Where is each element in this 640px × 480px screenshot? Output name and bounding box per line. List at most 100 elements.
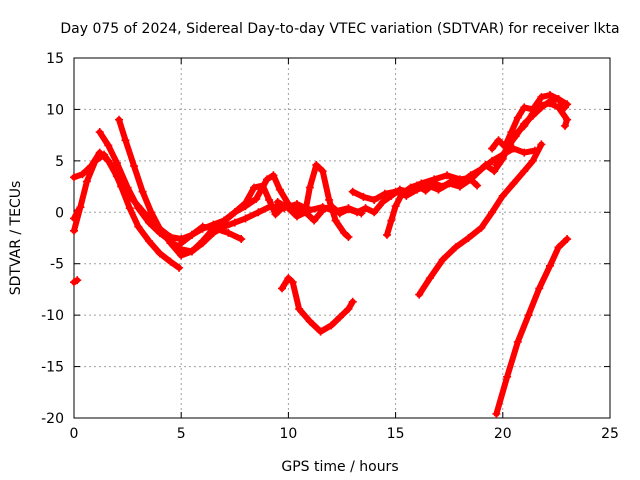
series-sat-l bbox=[70, 206, 83, 223]
data-point bbox=[115, 115, 124, 124]
x-tick-label: 5 bbox=[177, 426, 186, 442]
data-point bbox=[488, 156, 497, 165]
data-point bbox=[177, 239, 186, 248]
data-point bbox=[344, 232, 353, 241]
data-point bbox=[250, 183, 259, 192]
data-point bbox=[198, 224, 207, 233]
data-point bbox=[563, 100, 572, 109]
series-line bbox=[116, 116, 296, 259]
data-point bbox=[498, 150, 507, 159]
data-point bbox=[292, 212, 301, 221]
data-point bbox=[455, 175, 464, 184]
axis-ticks: 0 5 10 15 20 25 15 10 5 0 -5 -10 -15 -20 bbox=[41, 51, 619, 442]
data-point bbox=[145, 237, 154, 246]
data-point bbox=[73, 276, 82, 285]
data-point bbox=[166, 239, 175, 248]
data-point bbox=[415, 290, 424, 299]
data-point bbox=[554, 243, 563, 252]
series-sat-m bbox=[277, 274, 357, 336]
data-point bbox=[123, 183, 132, 192]
data-point bbox=[288, 278, 297, 287]
y-tick-label: -15 bbox=[41, 360, 64, 376]
data-point bbox=[417, 179, 426, 188]
data-point bbox=[494, 136, 503, 145]
data-point bbox=[327, 321, 336, 330]
data-point bbox=[507, 128, 516, 137]
series-sat-n bbox=[415, 140, 546, 299]
data-point bbox=[318, 167, 327, 176]
data-point bbox=[318, 206, 327, 215]
data-point bbox=[254, 208, 263, 217]
data-point bbox=[473, 181, 482, 190]
data-point bbox=[70, 226, 78, 235]
data-point bbox=[503, 372, 512, 381]
data-point bbox=[305, 317, 314, 326]
data-point bbox=[166, 257, 175, 266]
data-point bbox=[325, 195, 334, 204]
data-point bbox=[513, 113, 522, 122]
data-point bbox=[187, 247, 196, 256]
data-point bbox=[545, 261, 554, 270]
y-tick-label: 5 bbox=[55, 154, 64, 170]
data-point bbox=[284, 204, 293, 213]
chart-title: Day 075 of 2024, Sidereal Day-to-day VTE… bbox=[60, 21, 619, 37]
data-point bbox=[112, 158, 121, 167]
data-traces bbox=[70, 91, 572, 418]
data-point bbox=[95, 128, 104, 137]
data-point bbox=[481, 160, 490, 169]
data-point bbox=[387, 216, 396, 225]
series-line bbox=[416, 141, 545, 298]
data-point bbox=[155, 224, 164, 233]
data-point bbox=[265, 195, 274, 204]
data-point bbox=[434, 185, 443, 194]
data-point bbox=[348, 297, 357, 306]
x-tick-label: 0 bbox=[70, 426, 79, 442]
series-sat-h bbox=[383, 95, 569, 239]
data-point bbox=[145, 218, 154, 227]
data-point bbox=[104, 141, 113, 150]
data-point bbox=[262, 175, 271, 184]
series-sat-e bbox=[177, 160, 353, 248]
data-point bbox=[464, 234, 473, 242]
series-sat-o bbox=[492, 235, 572, 418]
data-point bbox=[391, 187, 400, 196]
data-point bbox=[277, 284, 286, 293]
data-point bbox=[451, 243, 460, 252]
data-point bbox=[430, 175, 439, 184]
data-point bbox=[316, 327, 325, 336]
plot-frame bbox=[73, 57, 611, 419]
data-point bbox=[378, 198, 387, 206]
data-point bbox=[237, 235, 246, 244]
data-point bbox=[295, 304, 304, 313]
data-point bbox=[520, 121, 529, 130]
data-point bbox=[310, 216, 319, 225]
data-point bbox=[224, 228, 233, 237]
data-point bbox=[445, 179, 454, 188]
x-axis-label: GPS time / hours bbox=[281, 459, 398, 475]
data-point bbox=[147, 208, 156, 217]
data-point bbox=[488, 208, 497, 217]
data-point bbox=[361, 204, 370, 213]
data-point bbox=[230, 218, 239, 227]
data-point bbox=[545, 91, 554, 100]
y-tick-label: -10 bbox=[41, 308, 64, 324]
data-point bbox=[391, 202, 400, 211]
data-point bbox=[82, 177, 91, 186]
data-point bbox=[74, 206, 83, 215]
data-point bbox=[284, 274, 293, 283]
data-point bbox=[492, 409, 501, 418]
data-point bbox=[187, 230, 196, 239]
data-point bbox=[134, 204, 143, 213]
data-point bbox=[554, 95, 563, 104]
data-point bbox=[488, 144, 497, 153]
data-point bbox=[70, 214, 78, 223]
x-tick-label: 20 bbox=[494, 426, 512, 442]
data-point bbox=[554, 103, 563, 112]
data-point bbox=[477, 223, 486, 232]
data-point bbox=[273, 198, 282, 206]
data-point bbox=[241, 202, 250, 211]
data-point bbox=[220, 216, 229, 225]
data-point bbox=[335, 209, 344, 218]
data-point bbox=[230, 208, 239, 217]
